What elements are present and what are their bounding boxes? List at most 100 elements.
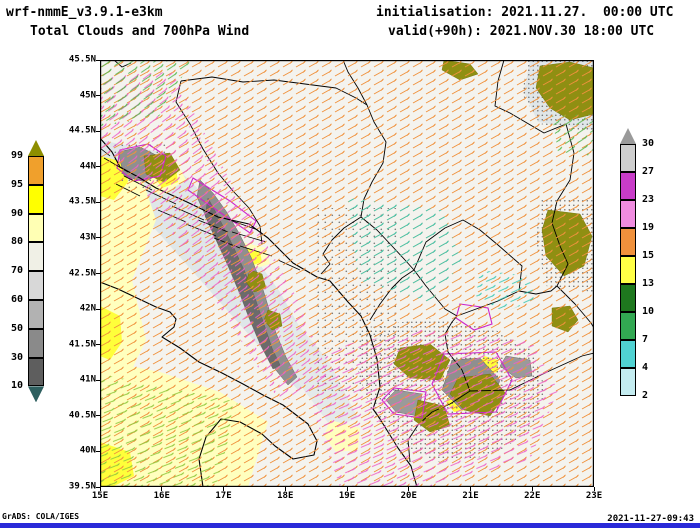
wind-colorbar-segment: [620, 312, 636, 340]
wind-colorbar-label: 4: [642, 362, 649, 373]
lat-tick: [96, 95, 100, 97]
wind-colorbar: 30 27 23 19 15 13 10 7 4 2: [620, 128, 654, 412]
wind-colorbar-segment: [620, 396, 636, 412]
lon-tick: [593, 487, 595, 491]
lat-tick: [96, 166, 100, 168]
lon-tick: [284, 487, 286, 491]
wind-colorbar-label: 15: [642, 250, 655, 261]
wind-colorbar-label: 23: [642, 194, 655, 205]
lat-tick-label: 43.5N: [68, 196, 96, 207]
lon-tick-label: 16E: [153, 491, 170, 501]
lat-tick: [96, 308, 100, 310]
lat-tick: [96, 130, 100, 132]
cloud-colorbar-segment: [28, 386, 44, 403]
wind-colorbar-label: 27: [642, 166, 655, 177]
bottom-blue-bar: [0, 523, 700, 528]
cloud-colorbar-label: 30: [10, 351, 23, 363]
wind-colorbar-label: 19: [642, 222, 655, 233]
cloud-colorbar-label: 10: [10, 380, 23, 392]
lat-tick-label: 42N: [79, 303, 96, 314]
wind-colorbar-segment: [620, 340, 636, 368]
lat-tick: [96, 450, 100, 452]
cloud-colorbar-segment: [28, 184, 44, 214]
cloud-colorbar-label: 50: [10, 322, 23, 334]
lat-tick-label: 45N: [79, 90, 96, 101]
lon-tick: [223, 487, 224, 491]
wind-barb-zone-pink-south: [312, 328, 558, 487]
wind-barb-zone-green-northwest: [100, 60, 192, 126]
cloud-colorbar-segment: [28, 357, 44, 387]
lon-tick-label: 18E: [277, 491, 294, 501]
lat-tick-label: 41N: [79, 374, 96, 385]
lon-tick-label: 19E: [338, 491, 356, 501]
model-name: wrf-nmmE_v3.9.1-e3km: [6, 5, 163, 20]
creation-timestamp: 2021-11-27-09:43: [607, 514, 694, 524]
valid-time-label: valid(+90h): 2021.NOV.30 18:00 UTC: [388, 24, 655, 39]
lon-tick-label: 15E: [91, 491, 109, 501]
chart-title: Total Clouds and 700hPa Wind: [30, 24, 250, 39]
lon-tick: [470, 487, 471, 491]
lat-tick: [96, 201, 100, 203]
cloud-colorbar-segment: [28, 328, 44, 358]
lat-tick-label: 41.5N: [68, 339, 96, 350]
lat-tick-label: 45.5N: [68, 54, 96, 65]
cloud-colorbar-segment: [28, 213, 44, 243]
cloud-colorbar-segment: [28, 271, 44, 300]
map-plot-area: [100, 60, 594, 487]
wind-colorbar-label: 7: [642, 334, 649, 345]
cloud-colorbar-segment: [28, 140, 44, 156]
lon-tick: [346, 487, 348, 491]
lon-tick: [531, 487, 533, 491]
wind-colorbar-label: 13: [642, 278, 655, 289]
lat-tick: [96, 237, 100, 239]
wind-colorbar-label: 2: [642, 390, 649, 401]
wind-colorbar-segment: [620, 172, 636, 200]
wind-barb-zone-green-east: [552, 114, 594, 156]
lat-tick: [96, 59, 100, 61]
map-svg: [100, 60, 594, 487]
lon-tick: [99, 487, 101, 491]
lat-tick-label: 40N: [79, 445, 96, 456]
wind-colorbar-segment: [620, 368, 636, 396]
cloud-colorbar-label: 80: [10, 236, 23, 248]
cloud-colorbar-segment: [28, 300, 44, 329]
lat-tick: [96, 379, 100, 381]
initialisation-label: initialisation: 2021.11.27. 00:00 UTC: [376, 5, 674, 20]
wind-colorbar-segment: [620, 256, 636, 284]
wind-colorbar-label: 10: [642, 306, 655, 317]
lon-tick-label: 17E: [215, 491, 232, 501]
lat-tick: [96, 486, 100, 488]
lon-tick-label: 22E: [524, 491, 541, 501]
lat-tick: [96, 273, 100, 274]
cloud-colorbar-label: 95: [10, 178, 23, 190]
lat-tick-label: 42.5N: [68, 268, 96, 278]
wind-colorbar-label: 30: [642, 138, 655, 149]
wind-colorbar-segment: [620, 200, 636, 228]
cloud-colorbar-segment: [28, 156, 44, 185]
wind-barb-zone-cyan-east: [476, 270, 536, 312]
wind-colorbar-segment: [620, 144, 636, 172]
wind-colorbar-segment: [620, 228, 636, 256]
lat-tick-label: 40.5N: [68, 410, 96, 421]
lon-tick: [408, 487, 410, 491]
lat-tick-label: 44.5N: [68, 125, 96, 136]
grads-credit: GrADS: COLA/IGES: [2, 512, 80, 521]
wind-barb-zone-cyan-center: [348, 198, 462, 302]
lon-tick: [161, 487, 163, 491]
cloud-colorbar-label: 60: [10, 294, 23, 305]
lon-tick-label: 20E: [400, 491, 417, 501]
lat-tick-label: 43N: [79, 232, 96, 243]
lat-tick-label: 39.5N: [68, 481, 96, 492]
lat-tick: [96, 344, 100, 346]
lat-tick: [96, 415, 100, 417]
wind-colorbar-segment: [620, 128, 636, 144]
cloud-colorbar-label: 70: [10, 265, 23, 277]
cloud-colorbar-label: 90: [10, 207, 23, 219]
cloud-colorbar-label: 99: [10, 150, 23, 161]
cloud-colorbar: 99 95 90 80 70 60 50 30 10: [11, 140, 44, 403]
wind-colorbar-segment: [620, 284, 636, 312]
map-frame: [100, 60, 594, 487]
wind-barb-zone-green-southwest: [100, 374, 238, 487]
lon-tick-label: 23E: [585, 491, 603, 501]
